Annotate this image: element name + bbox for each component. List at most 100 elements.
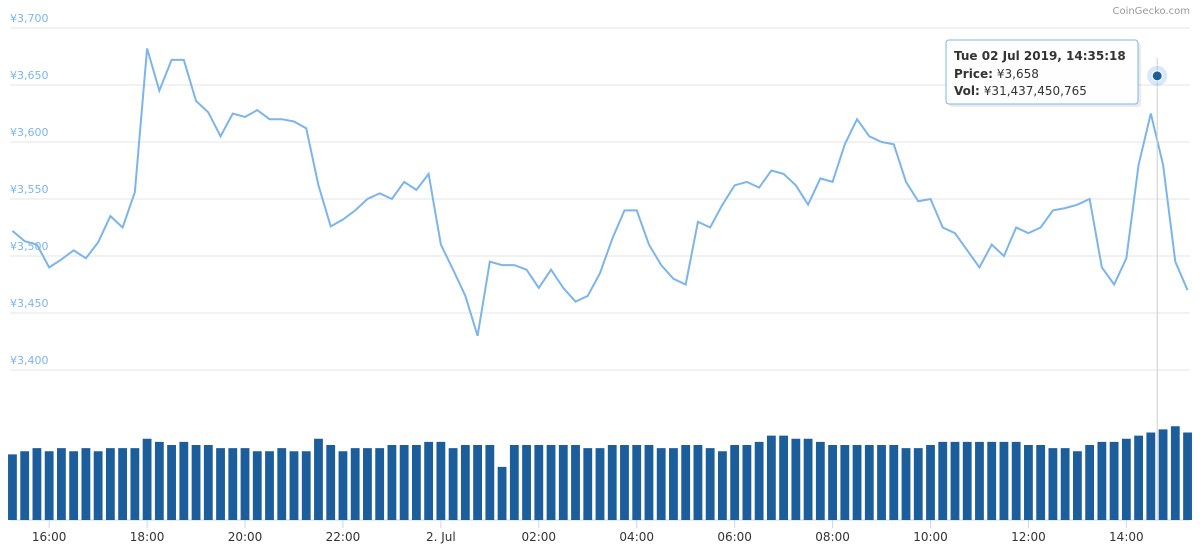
volume-bar: [644, 445, 654, 520]
volume-bar: [571, 445, 580, 520]
credits: CoinGecko.com: [1112, 6, 1190, 17]
volume-bar: [203, 445, 213, 520]
volume-bar: [742, 445, 752, 520]
volume-bar: [632, 445, 642, 520]
volume-bar: [1048, 448, 1058, 520]
volume-bar: [497, 466, 507, 520]
volume-bar: [142, 438, 152, 520]
volume-bar: [901, 448, 911, 520]
volume-bar: [130, 448, 140, 520]
volume-bar: [240, 448, 250, 520]
volume-bar: [840, 445, 850, 520]
volume-bar: [1134, 435, 1143, 520]
volume-bar: [1024, 445, 1033, 520]
volume-bar: [926, 445, 935, 520]
volume-bar: [938, 441, 948, 520]
volume-bar: [803, 438, 813, 520]
volume-bar: [864, 445, 874, 520]
volume-bar: [105, 448, 115, 520]
volume-bar: [987, 441, 997, 520]
volume-bar: [705, 448, 715, 520]
volume-bar: [669, 448, 678, 520]
volume-bar: [387, 445, 397, 520]
volume-bar: [1097, 441, 1107, 520]
volume-bar: [889, 445, 899, 520]
volume-bar: [558, 445, 568, 520]
tooltip-value: ¥31,437,450,765: [984, 84, 1087, 98]
x-tick-label: 06:00: [717, 530, 752, 544]
volume-bar: [93, 451, 103, 520]
x-tick-label: 04:00: [619, 530, 654, 544]
volume-bar: [485, 445, 495, 520]
price-line: [11, 48, 1189, 337]
volume-bar: [424, 441, 434, 520]
volume-bar: [962, 441, 972, 520]
volume-bar: [656, 448, 666, 520]
x-tick-label: 08:00: [815, 530, 850, 544]
volume-bar: [81, 448, 91, 520]
x-tick-label: 18:00: [130, 530, 165, 544]
volume-bar: [20, 451, 30, 520]
volume-bar: [620, 445, 629, 520]
volume-bar: [1060, 448, 1070, 520]
x-tick-label: 12:00: [1011, 530, 1046, 544]
volume-bar: [289, 451, 299, 520]
volume-bar: [828, 445, 837, 520]
y-tick-label: ¥3,600: [10, 126, 49, 139]
volume-bar: [448, 448, 458, 520]
volume-bar: [766, 435, 776, 520]
volume-bar: [460, 445, 470, 520]
volume-bar: [191, 445, 201, 520]
y-tick-label: ¥3,700: [10, 12, 49, 25]
x-tick-label: 22:00: [326, 530, 361, 544]
volume-bar: [815, 441, 825, 520]
volume-bar: [350, 448, 360, 520]
volume-bar: [522, 445, 531, 520]
y-tick-label: ¥3,400: [10, 354, 49, 367]
volume-bar: [1121, 438, 1131, 520]
volume-bar: [326, 445, 336, 520]
volume-bar: [1183, 432, 1192, 520]
volume-bar: [216, 448, 225, 520]
volume-bar: [718, 451, 727, 520]
y-tick-label: ¥3,550: [10, 183, 49, 196]
volume-bar: [44, 451, 54, 520]
volume-bar: [534, 445, 544, 520]
volume-bar: [32, 448, 42, 520]
volume-bar: [852, 445, 862, 520]
volume-bar: [252, 451, 262, 520]
x-tick-label: 02:00: [521, 530, 556, 544]
tooltip-key: Price:: [954, 67, 993, 81]
volume-bar: [509, 445, 519, 520]
volume-bar: [301, 451, 311, 520]
volume-bar: [779, 435, 789, 520]
volume-bar: [167, 445, 176, 520]
volume-bar: [411, 445, 421, 520]
volume-bar: [595, 448, 605, 520]
volume-bar: [375, 448, 385, 520]
volume-bar: [950, 441, 960, 520]
y-tick-label: ¥3,650: [10, 69, 49, 82]
volume-bar: [314, 438, 323, 520]
tooltip-row: Price: ¥3,658: [954, 67, 1039, 81]
volume-bar: [791, 438, 801, 520]
volume-bar: [607, 445, 617, 520]
tooltip-box: [945, 39, 1139, 105]
volume-bar: [1146, 432, 1156, 520]
tooltip-value: ¥3,658: [997, 67, 1039, 81]
volume-bar: [436, 441, 446, 520]
volume-bar: [546, 445, 556, 520]
volume-bar: [265, 451, 274, 520]
volume-bar: [363, 448, 372, 520]
y-tick-label: ¥3,450: [10, 297, 49, 310]
volume-bar: [1036, 445, 1046, 520]
volume-bar: [277, 448, 287, 520]
volume-bar: [975, 441, 984, 520]
volume-bar: [693, 445, 703, 520]
x-tick-label: 14:00: [1109, 530, 1144, 544]
tooltip-date: Tue 02 Jul 2019, 14:35:18: [954, 49, 1126, 63]
volume-bar: [8, 454, 17, 520]
x-tick-label: 16:00: [32, 530, 67, 544]
